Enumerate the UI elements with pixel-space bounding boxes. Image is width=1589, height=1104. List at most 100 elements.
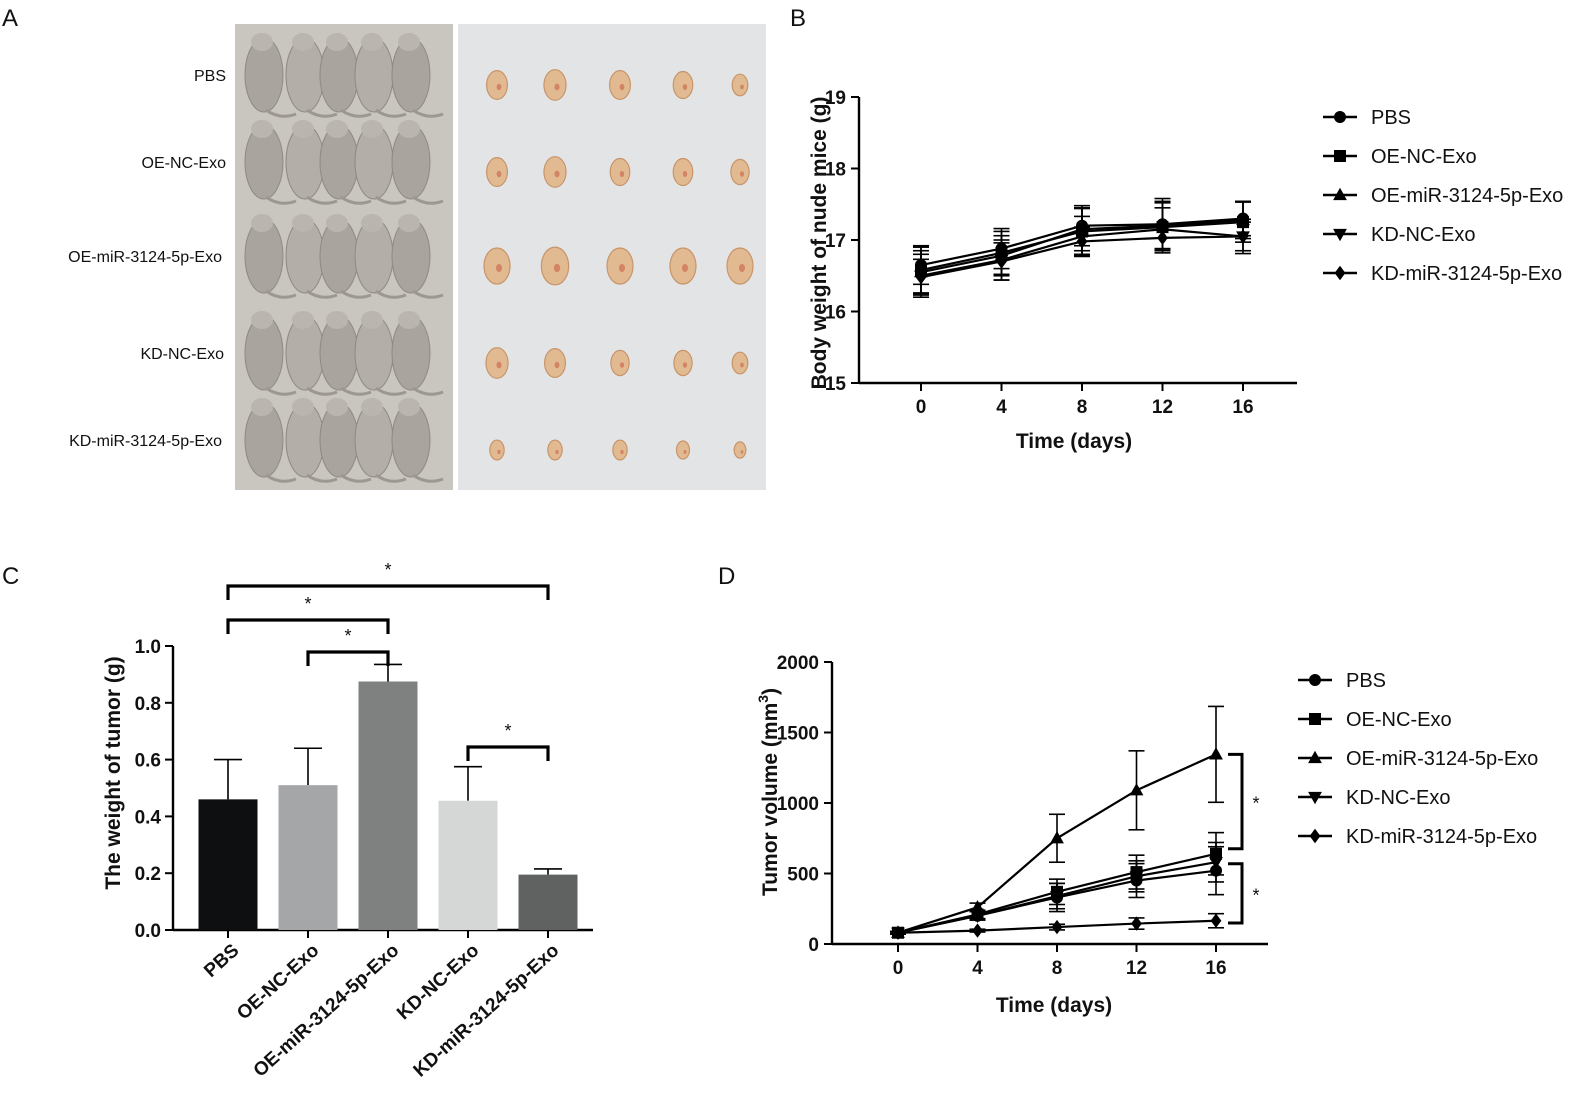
body-weight-legend-label-pbs: PBS <box>1371 107 1411 129</box>
tumor-weight-y-tick-label-0.6: 0.6 <box>135 751 161 772</box>
tumor-oe-nc-exo-1 <box>486 157 509 188</box>
tumor-spot-kd-mir-3124-5p-exo-5 <box>740 450 744 454</box>
tumor-volume-sig-bracket-1 <box>1228 752 1244 851</box>
mouse-head-oe-mir-3124-5p-exo-5 <box>398 214 420 232</box>
tumor-volume-legend-marker-oe-nc-exo <box>1309 713 1321 725</box>
tumor-volume-legend-label-oe-mir-3124-5p-exo: OE-miR-3124-5p-Exo <box>1346 748 1538 770</box>
tumor-volume-y-tick-label-1500: 1500 <box>777 724 819 745</box>
body-weight-x-tick-label-16: 16 <box>1232 397 1253 418</box>
mouse-tail-kd-mir-3124-5p-exo-3 <box>340 473 372 483</box>
tumor-volume-legend-label-kd-nc-exo: KD-NC-Exo <box>1346 787 1450 809</box>
tumor-kd-mir-3124-5p-exo-2 <box>547 439 563 461</box>
body-weight-legend-marker-oe-mir-3124-5p-exo <box>1333 187 1347 201</box>
tumor-kd-mir-3124-5p-exo-4 <box>675 440 691 460</box>
body-weight-chart: 15 16 17 18 19 0 4 8 12 16 Time (days) Body weigh… <box>808 88 1563 453</box>
tumor-volume-point-kd-nc-exo-12 <box>1129 871 1144 884</box>
mouse-head-oe-nc-exo-3 <box>326 120 348 138</box>
mouse-head-pbs-2 <box>292 33 314 51</box>
tumor-weight-sig-bracket-4 <box>466 745 550 761</box>
tumor-spot-pbs-1 <box>496 83 502 91</box>
tumor-spot-pbs-3 <box>619 83 625 91</box>
mouse-tail-kd-mir-3124-5p-exo-2 <box>306 473 338 483</box>
tumor-kd-nc-exo-5 <box>731 351 749 375</box>
mouse-tail-kd-nc-exo-5 <box>412 386 444 396</box>
tumor-spot-oe-nc-exo-3 <box>619 171 625 177</box>
panel-a-photo: PBS OE-NC-Exo OE-miR-3124-5p-Exo KD-NC-E… <box>68 24 766 490</box>
mouse-head-pbs-1 <box>251 33 273 51</box>
tumor-volume-x-tick-label-8: 8 <box>1052 958 1063 979</box>
tumor-kd-nc-exo-3 <box>610 349 630 377</box>
tumor-spot-kd-mir-3124-5p-exo-4 <box>683 450 687 454</box>
tumor-volume-point-kd-mir-3124-5p-exo-12 <box>1131 916 1142 931</box>
body-weight-legend-label-kd-mir-3124-5p-exo: KD-miR-3124-5p-Exo <box>1371 263 1562 285</box>
mouse-head-oe-mir-3124-5p-exo-1 <box>251 214 273 232</box>
mouse-head-pbs-3 <box>326 33 348 51</box>
tumor-volume-point-oe-mir-3124-5p-exo-16 <box>1209 747 1223 760</box>
tumor-weight-bar-oe-nc-exo <box>278 785 338 930</box>
body-weight-axes: 15 16 17 18 19 0 4 8 12 16 <box>825 88 1297 418</box>
tumor-kd-mir-3124-5p-exo-5 <box>733 441 747 459</box>
body-weight-y-tick-label-16: 16 <box>825 303 846 324</box>
body-weight-y-tick-label-18: 18 <box>825 160 846 181</box>
tumor-volume-point-kd-nc-exo-4 <box>970 910 985 923</box>
tumor-volume-point-oe-mir-3124-5p-exo-12 <box>1129 783 1144 796</box>
body-weight-y-tick-label-17: 17 <box>825 231 846 252</box>
photo-label-oe-mir-3124-5p-exo: OE-miR-3124-5p-Exo <box>68 249 222 266</box>
tumor-volume-point-kd-nc-exo-16 <box>1209 857 1223 870</box>
tumor-kd-mir-3124-5p-exo-3 <box>612 439 628 461</box>
tumor-spot-oe-nc-exo-5 <box>739 171 745 177</box>
tumor-oe-nc-exo-3 <box>609 157 631 187</box>
tumor-volume-sig-star-2: * <box>1252 885 1259 905</box>
body-weight-point-kd-mir-3124-5p-exo-8 <box>1076 234 1088 249</box>
tumor-volume-point-oe-mir-3124-5p-exo-8 <box>1050 831 1064 844</box>
tumor-weight-bar-kd-mir-3124-5p-exo <box>518 874 578 930</box>
body-weight-legend: PBS OE-NC-Exo OE-miR-3124-5p-Exo KD-NC-Exo K… <box>1323 107 1563 285</box>
tumor-volume-point-oe-mir-3124-5p-exo-4 <box>970 900 985 913</box>
tumor-weight-sig-star-1: * <box>384 560 391 580</box>
tumor-volume-series <box>890 705 1224 940</box>
body-weight-x-tick-label-4: 4 <box>996 397 1007 418</box>
mouse-head-pbs-4 <box>361 33 383 51</box>
tumor-spot-kd-nc-exo-3 <box>619 362 625 368</box>
tumor-weight-bar-kd-nc-exo <box>438 800 498 930</box>
tumor-pbs-5 <box>731 73 749 97</box>
tumor-weight-sig-star-4: * <box>504 721 511 741</box>
mouse-head-kd-nc-exo-1 <box>251 311 273 329</box>
photo-label-kd-mir-3124-5p-exo: KD-miR-3124-5p-Exo <box>69 433 222 450</box>
tumor-spot-kd-nc-exo-5 <box>740 362 744 368</box>
tumor-volume-significance: ** <box>1228 752 1260 925</box>
mouse-tail-kd-mir-3124-5p-exo-1 <box>265 473 297 483</box>
mouse-tail-pbs-4 <box>375 108 407 118</box>
mouse-tail-oe-mir-3124-5p-exo-2 <box>306 289 338 299</box>
tumor-volume-y-axis-title: Tumor volume (mm3) <box>755 688 782 896</box>
mouse-head-oe-nc-exo-1 <box>251 120 273 138</box>
tumor-spot-oe-nc-exo-2 <box>554 170 560 178</box>
mouse-tail-pbs-1 <box>265 108 297 118</box>
tumor-spot-pbs-4 <box>682 84 688 90</box>
body-weight-y-tick-label-15: 15 <box>825 374 847 395</box>
mouse-tail-oe-mir-3124-5p-exo-1 <box>265 289 297 299</box>
tumor-weight-y-tick-label-0.4: 0.4 <box>135 807 162 828</box>
body-weight-x-axis-title: Time (days) <box>1016 430 1132 453</box>
tumor-spot-kd-nc-exo-2 <box>554 361 560 369</box>
mouse-head-kd-mir-3124-5p-exo-2 <box>292 398 314 416</box>
photo-group-labels: PBS OE-NC-Exo OE-miR-3124-5p-Exo KD-NC-E… <box>68 68 226 450</box>
panel-label-d: D <box>718 563 735 590</box>
mouse-tail-oe-mir-3124-5p-exo-3 <box>340 289 372 299</box>
mouse-head-kd-nc-exo-3 <box>326 311 348 329</box>
tumor-volume-sig-bracket-2 <box>1228 862 1244 925</box>
mouse-tail-kd-mir-3124-5p-exo-4 <box>375 473 407 483</box>
tumor-volume-y-tick-label-0: 0 <box>808 935 819 956</box>
mouse-tail-pbs-5 <box>412 108 444 118</box>
mouse-tail-kd-nc-exo-2 <box>306 386 338 396</box>
tumor-spot-kd-mir-3124-5p-exo-2 <box>555 449 559 455</box>
tumor-weight-x-tick-label-oe-mir-3124-5p-exo: OE-miR-3124-5p-Exo <box>250 940 404 1081</box>
tumor-weight-sig-star-2: * <box>304 594 311 614</box>
tumor-spot-kd-mir-3124-5p-exo-1 <box>497 449 501 455</box>
panel-label-b: B <box>790 5 806 32</box>
tumor-weight-sig-bracket-1 <box>226 584 550 600</box>
tumor-volume-legend-marker-pbs <box>1309 674 1321 686</box>
tumor-weight-x-tick-label-kd-mir-3124-5p-exo: KD-miR-3124-5p-Exo <box>410 940 564 1081</box>
mouse-tail-oe-nc-exo-4 <box>375 195 407 205</box>
